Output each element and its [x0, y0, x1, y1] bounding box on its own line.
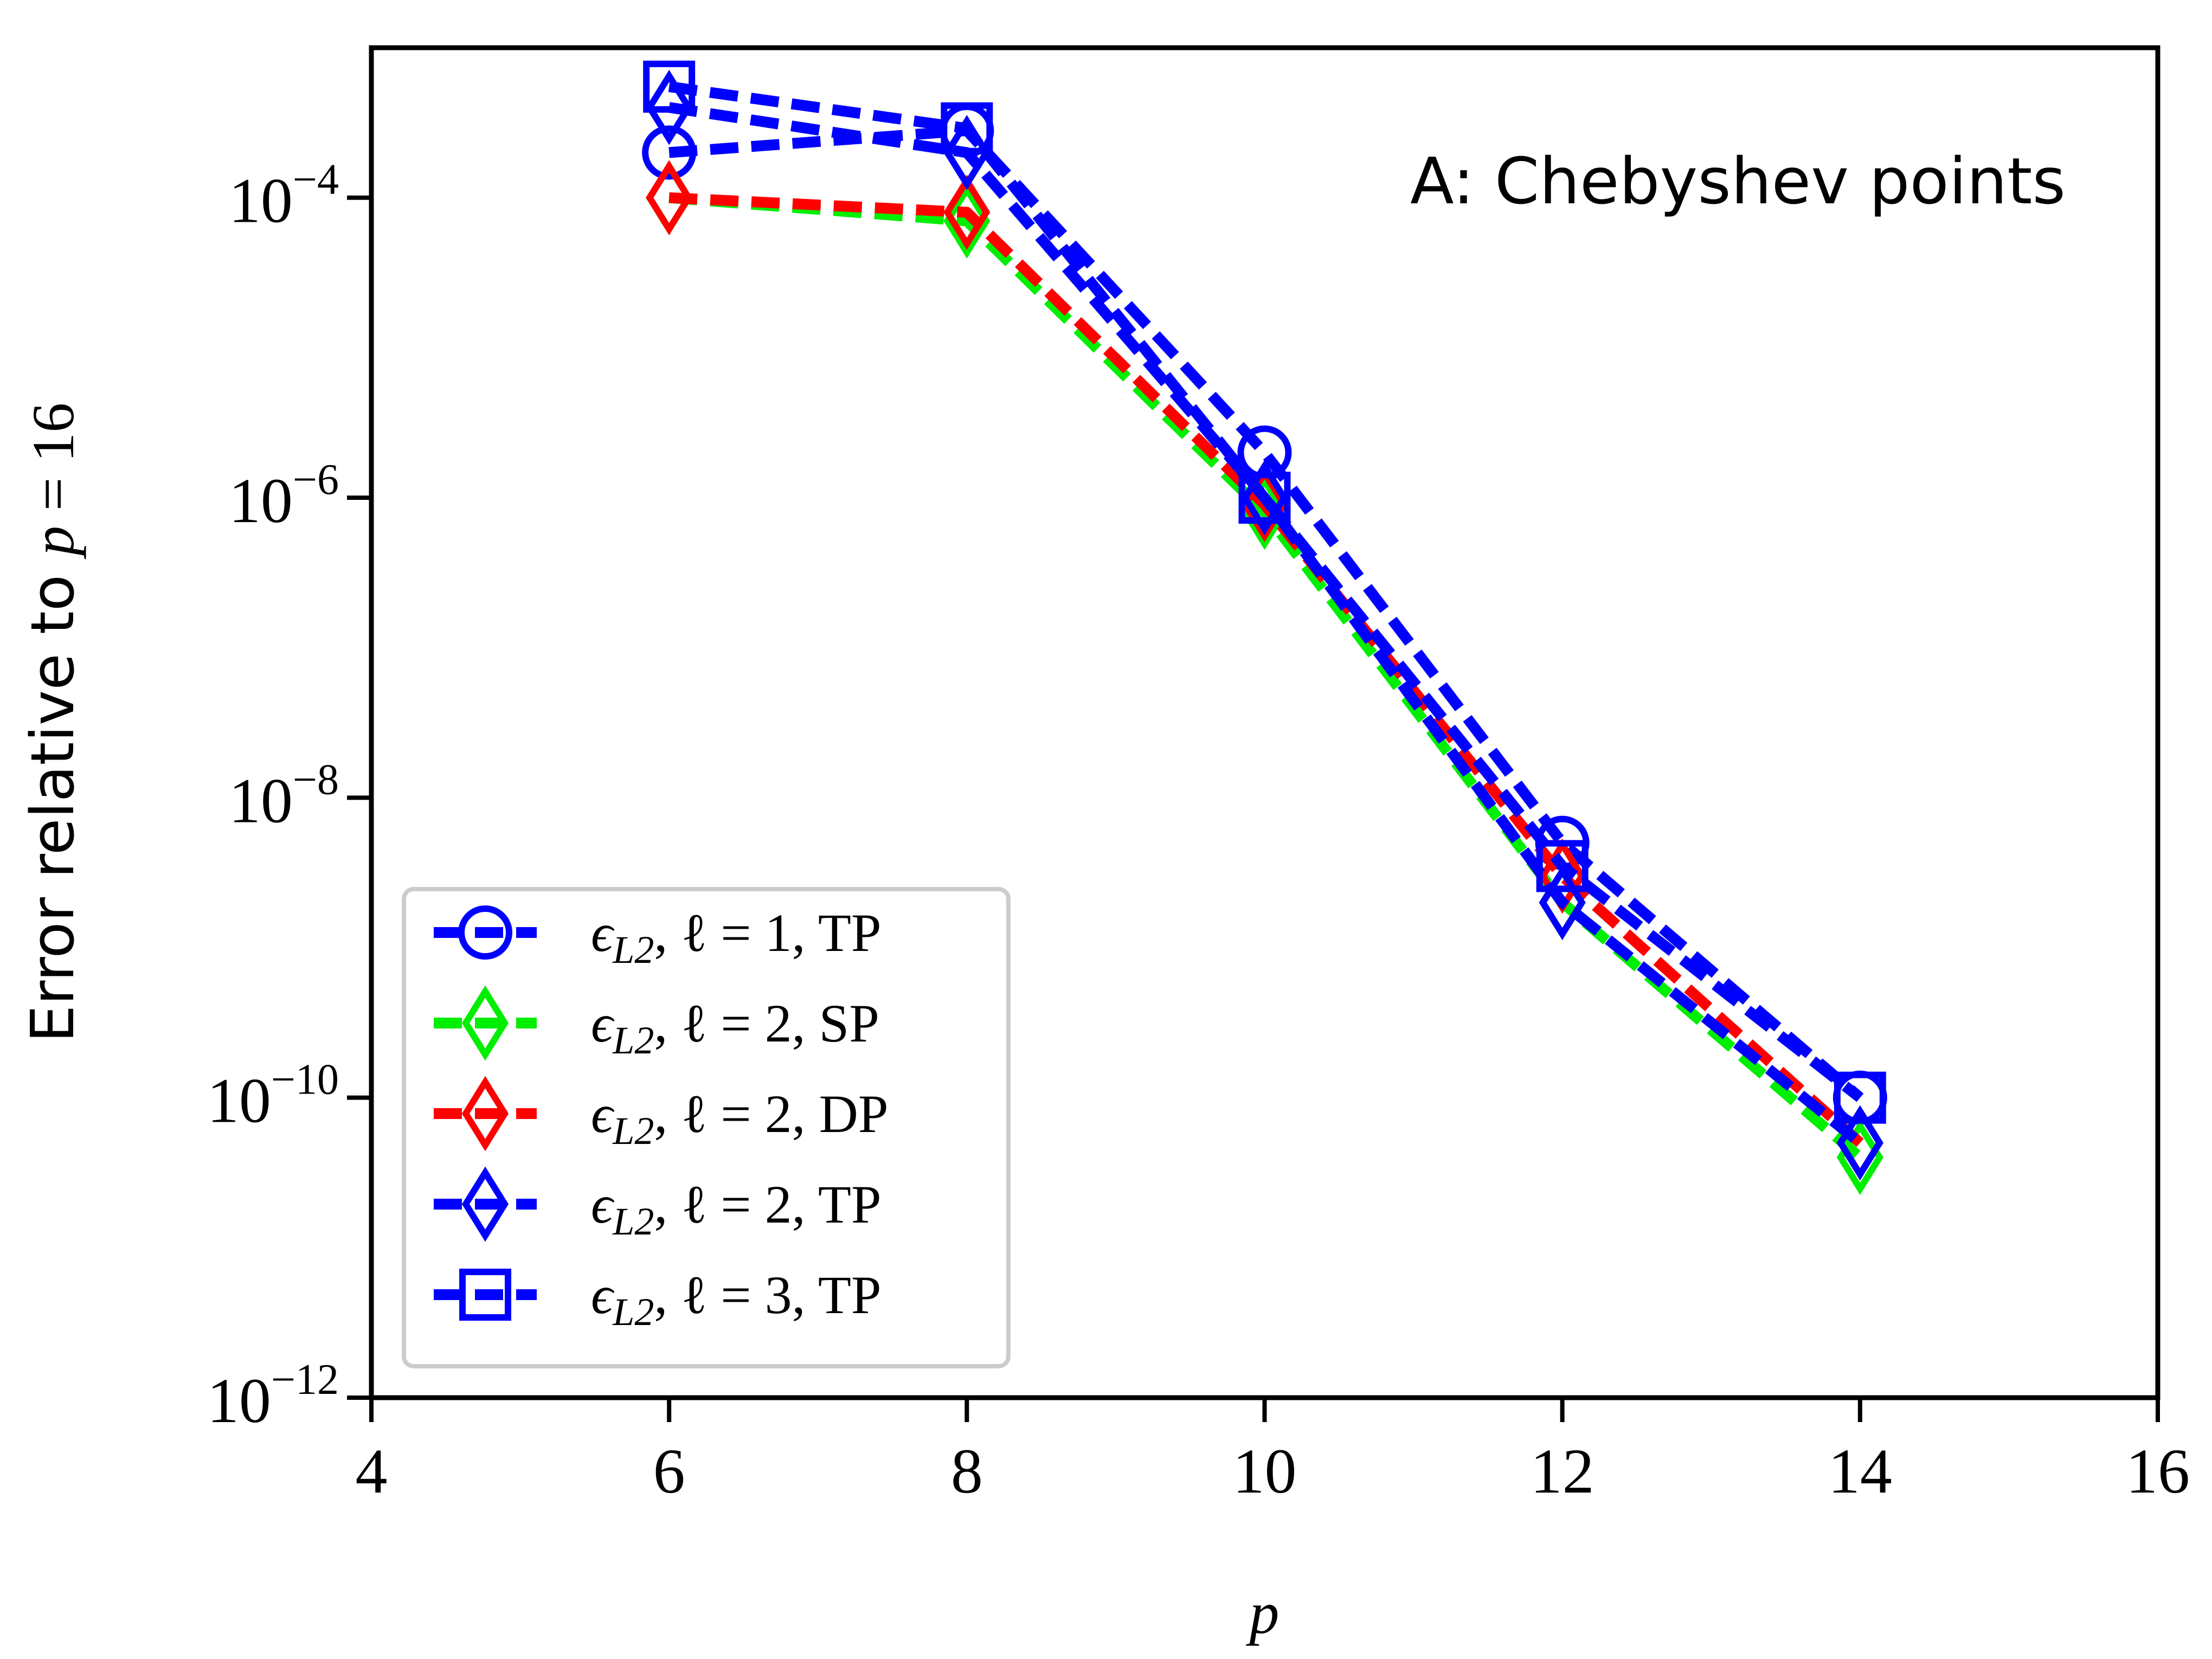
legend-label: ϵL2, ℓ = 2, DP — [591, 1084, 888, 1153]
legend-frame — [402, 887, 1011, 1368]
chart-annotation: A: Chebyshev points — [1410, 144, 2066, 218]
data-point-marker — [643, 60, 696, 113]
x-axis-ticks: 4 6 8 10 12 14 16 — [356, 1398, 2190, 1507]
legend-label: ϵL2, ℓ = 1, TP — [591, 903, 882, 972]
data-point-marker — [1241, 467, 1288, 543]
data-point-marker — [941, 102, 993, 155]
data-point-marker — [646, 69, 693, 145]
y-tick-label: 10−10 — [207, 1056, 339, 1136]
x-tick-label: 10 — [1233, 1436, 1297, 1507]
legend-entry-3: ϵL2, ℓ = 2, DP — [434, 1076, 888, 1153]
data-point-marker — [1836, 1105, 1883, 1181]
legend-marker — [458, 905, 512, 960]
data-point-marker — [943, 175, 991, 250]
y-axis-ticks: 10−4 10−6 10−8 10−10 10−12 — [207, 156, 371, 1436]
data-point-marker — [646, 160, 693, 236]
legend-marker — [461, 985, 509, 1061]
legend-marker — [459, 1269, 511, 1321]
y-axis-title: Error relative to p = 16 — [18, 403, 87, 1043]
legend: ϵL2, ℓ = 1, TP ϵL2, ℓ = 2, SP ϵL2, ℓ = 2, … — [402, 887, 1011, 1368]
legend-entry-2: ϵL2, ℓ = 2, SP — [434, 985, 879, 1062]
data-point-marker — [943, 183, 991, 259]
legend-label: ϵL2, ℓ = 2, SP — [591, 993, 879, 1062]
legend-marker — [461, 1076, 509, 1152]
x-tick-label: 4 — [356, 1436, 388, 1507]
legend-entry-4: ϵL2, ℓ = 2, TP — [434, 1166, 882, 1243]
data-point-marker — [943, 115, 991, 190]
data-point-marker — [1836, 1120, 1883, 1195]
x-tick-label: 8 — [951, 1436, 983, 1507]
y-tick-label: 10−12 — [207, 1356, 339, 1436]
series-line — [668, 81, 1863, 1102]
x-tick-label: 6 — [653, 1436, 685, 1507]
y-tick-label: 10−8 — [229, 756, 339, 836]
data-point-marker — [642, 125, 697, 180]
series-layer — [642, 60, 1887, 1195]
legend-label: ϵL2, ℓ = 3, TP — [591, 1265, 882, 1334]
y-tick-label: 10−6 — [229, 456, 339, 536]
data-point-marker — [1536, 840, 1589, 892]
data-point-marker — [1241, 474, 1288, 550]
data-point-marker — [1238, 472, 1291, 524]
legend-marker — [461, 1166, 509, 1242]
data-point-marker — [1834, 1071, 1886, 1124]
x-tick-label: 16 — [2126, 1436, 2190, 1507]
x-tick-label: 14 — [1828, 1436, 1892, 1507]
x-axis-title: p — [1246, 1580, 1279, 1646]
axes-frame — [369, 45, 2160, 1400]
series-5 — [643, 60, 1886, 1124]
series-line — [668, 102, 1864, 1147]
y-tick-label: 10−4 — [229, 156, 339, 236]
legend-label: ϵL2, ℓ = 2, TP — [591, 1174, 882, 1243]
series-4 — [646, 69, 1883, 1181]
x-tick-label: 12 — [1531, 1436, 1594, 1507]
legend-entry-5: ϵL2, ℓ = 3, TP — [434, 1265, 882, 1334]
legend-entry-1: ϵL2, ℓ = 1, TP — [434, 903, 882, 972]
